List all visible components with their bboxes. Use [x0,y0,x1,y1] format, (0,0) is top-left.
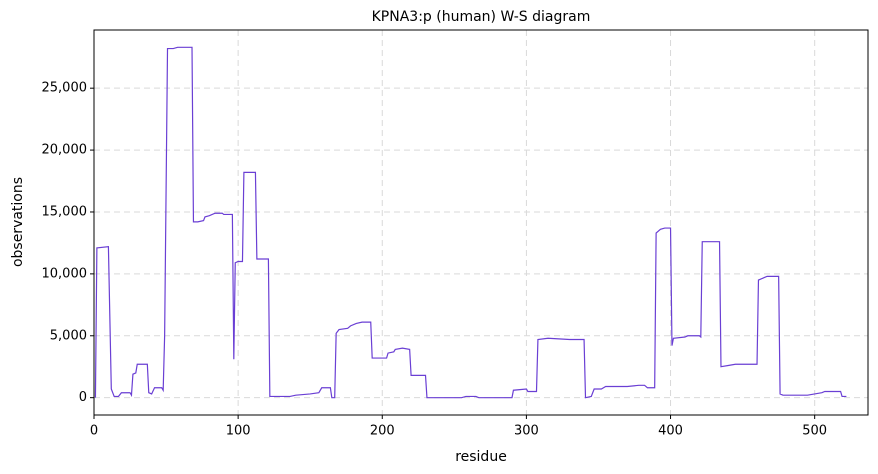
y-tick-label: 15,000 [42,204,88,219]
y-tick-label: 0 [79,390,87,405]
data-line [94,46,847,399]
x-tick-label: 400 [658,424,683,439]
y-axis-label: observations [10,177,26,267]
x-tick-label: 200 [370,424,395,439]
x-tick-label: 300 [514,424,539,439]
x-tick-label: 0 [90,424,98,439]
x-tick-label: 100 [226,424,251,439]
x-axis-label: residue [455,449,507,465]
y-tick-label: 20,000 [42,143,88,158]
x-tick-label: 500 [802,424,827,439]
chart-title: KPNA3:p (human) W-S diagram [372,9,591,25]
y-tick-label: 10,000 [42,266,88,281]
y-tick-label: 25,000 [42,81,88,96]
y-tick-label: 5,000 [50,328,87,343]
plot-frame [93,29,869,416]
